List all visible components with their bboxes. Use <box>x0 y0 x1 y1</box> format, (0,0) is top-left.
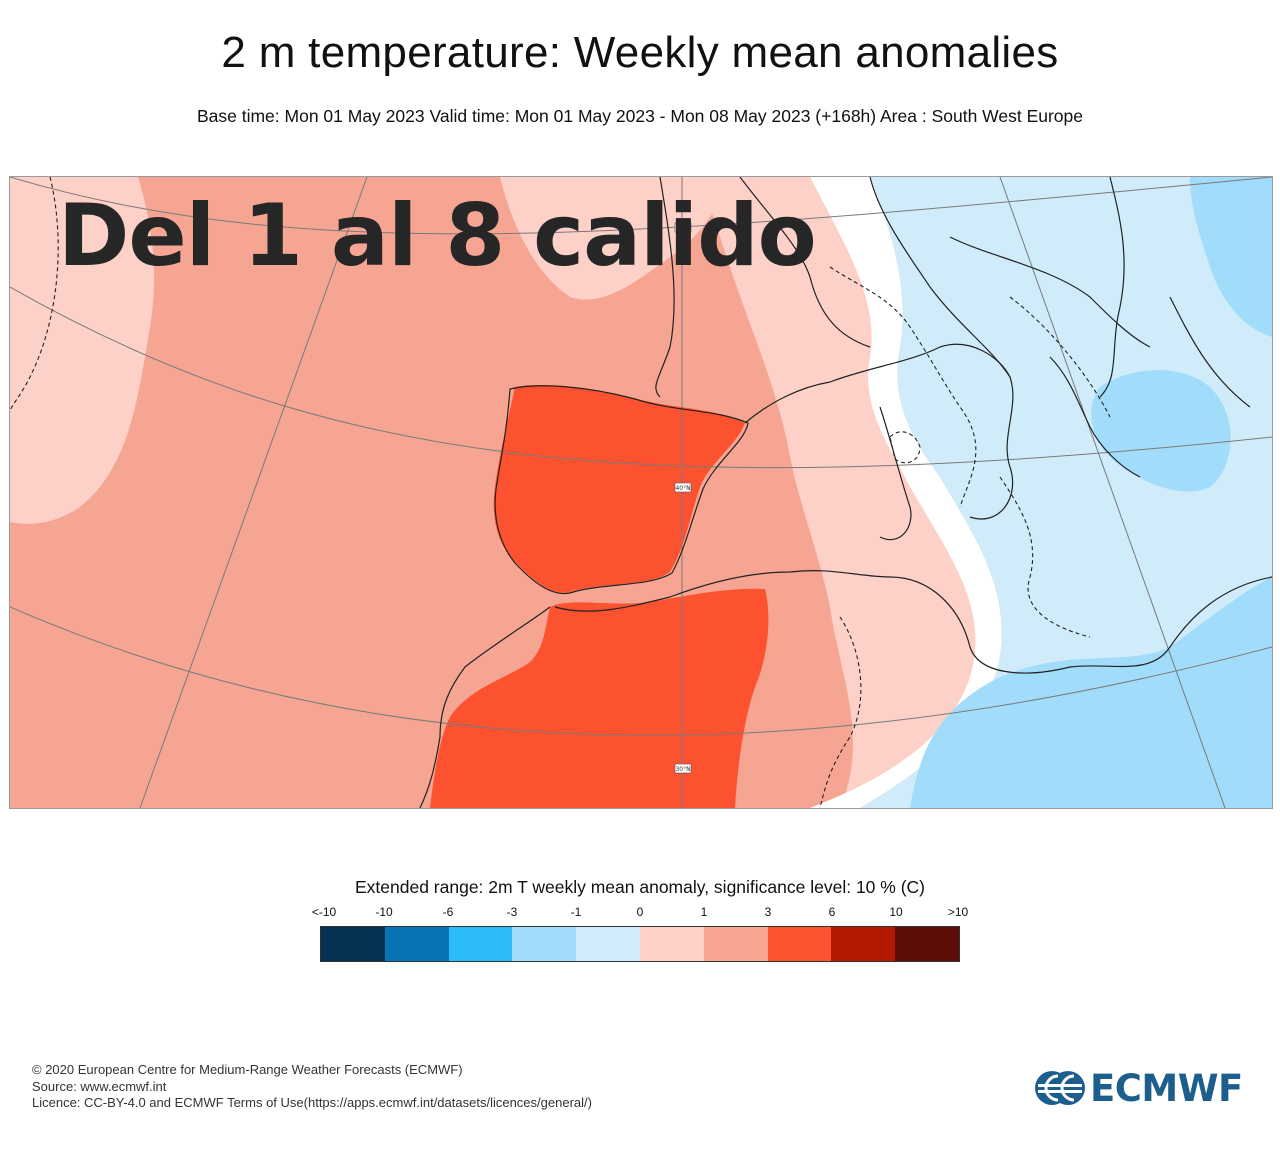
legend-swatch <box>512 927 577 961</box>
lat-tag-30-text: 30°N <box>675 766 690 773</box>
lat-tag-40-text: 40°N <box>675 485 690 492</box>
overlay-caption: Del 1 al 8 calido <box>58 186 817 286</box>
legend-title: Extended range: 2m T weekly mean anomaly… <box>354 877 925 897</box>
region-anomaly-3-6-africa <box>430 588 769 808</box>
coastlines <box>419 177 1272 808</box>
region-anomaly-m3-m1-south <box>910 577 1272 808</box>
legend-ticks: <-10 -10 -6 -3 -1 0 1 3 6 10 >10 <box>0 905 1280 921</box>
legend-colorbar <box>320 926 960 962</box>
lat-tag-50: 50°N <box>674 222 692 233</box>
region-neutral <box>770 177 1002 808</box>
region-anomaly-m1-0 <box>830 177 1272 808</box>
lat-tag-40: 40°N <box>674 482 692 493</box>
footer-source: Source: www.ecmwf.int <box>32 1078 167 1094</box>
region-anomaly-m3-m1-aegean <box>1091 370 1231 492</box>
legend-swatch <box>448 927 513 961</box>
legend-tick-label: 1 <box>700 905 708 919</box>
legend-tick-label: -10 <box>375 905 393 919</box>
region-anomaly-0-1-east <box>700 177 976 808</box>
legend-swatch <box>384 927 449 961</box>
region-anomaly-m3-m1-north <box>1190 177 1272 337</box>
anomaly-map: 50°N 40°N 30°N <box>9 176 1273 809</box>
legend-swatch <box>703 927 768 961</box>
region-anomaly-0-1-north <box>500 177 730 300</box>
legend-tick-label: >10 <box>947 905 969 919</box>
significance-contours <box>10 177 1111 808</box>
footer-credits: © 2020 European Centre for Medium-Range … <box>32 1062 592 1112</box>
legend-tick-label: 10 <box>889 905 903 919</box>
legend-swatch <box>576 927 640 961</box>
page-subtitle: Base time: Mon 01 May 2023 Valid time: M… <box>196 106 1083 126</box>
lat-tag-30: 30°N <box>674 763 692 774</box>
page-title: 2 m temperature: Weekly mean anomalies <box>221 28 1059 77</box>
legend-tick-label: 6 <box>828 905 836 919</box>
legend-tick-label: 3 <box>764 905 772 919</box>
graticule <box>10 177 1272 808</box>
legend-tick-label: -6 <box>442 905 454 919</box>
legend-swatch <box>321 927 385 961</box>
legend-swatch <box>767 927 832 961</box>
lat-tag-50-text: 50°N <box>675 225 690 232</box>
legend-swatch <box>895 927 959 961</box>
ecmwf-logo-text: ECMWF <box>1090 1066 1243 1110</box>
map-svg: 50°N 40°N 30°N <box>10 177 1272 808</box>
footer-licence: Licence: CC-BY-4.0 and ECMWF Terms of Us… <box>32 1095 592 1110</box>
legend-swatch <box>831 927 896 961</box>
legend-tick-label: <-10 <box>311 905 337 919</box>
ecmwf-logo: ECMWF <box>1034 1064 1254 1112</box>
region-anomaly-0-1-west <box>10 177 155 524</box>
ecmwf-logo-icon <box>1035 1071 1085 1105</box>
legend-tick-label: -3 <box>506 905 518 919</box>
legend-tick-label: -1 <box>570 905 582 919</box>
legend-swatch <box>639 927 704 961</box>
legend-tick-label: 0 <box>636 905 644 919</box>
footer-copyright: © 2020 European Centre for Medium-Range … <box>32 1062 463 1077</box>
